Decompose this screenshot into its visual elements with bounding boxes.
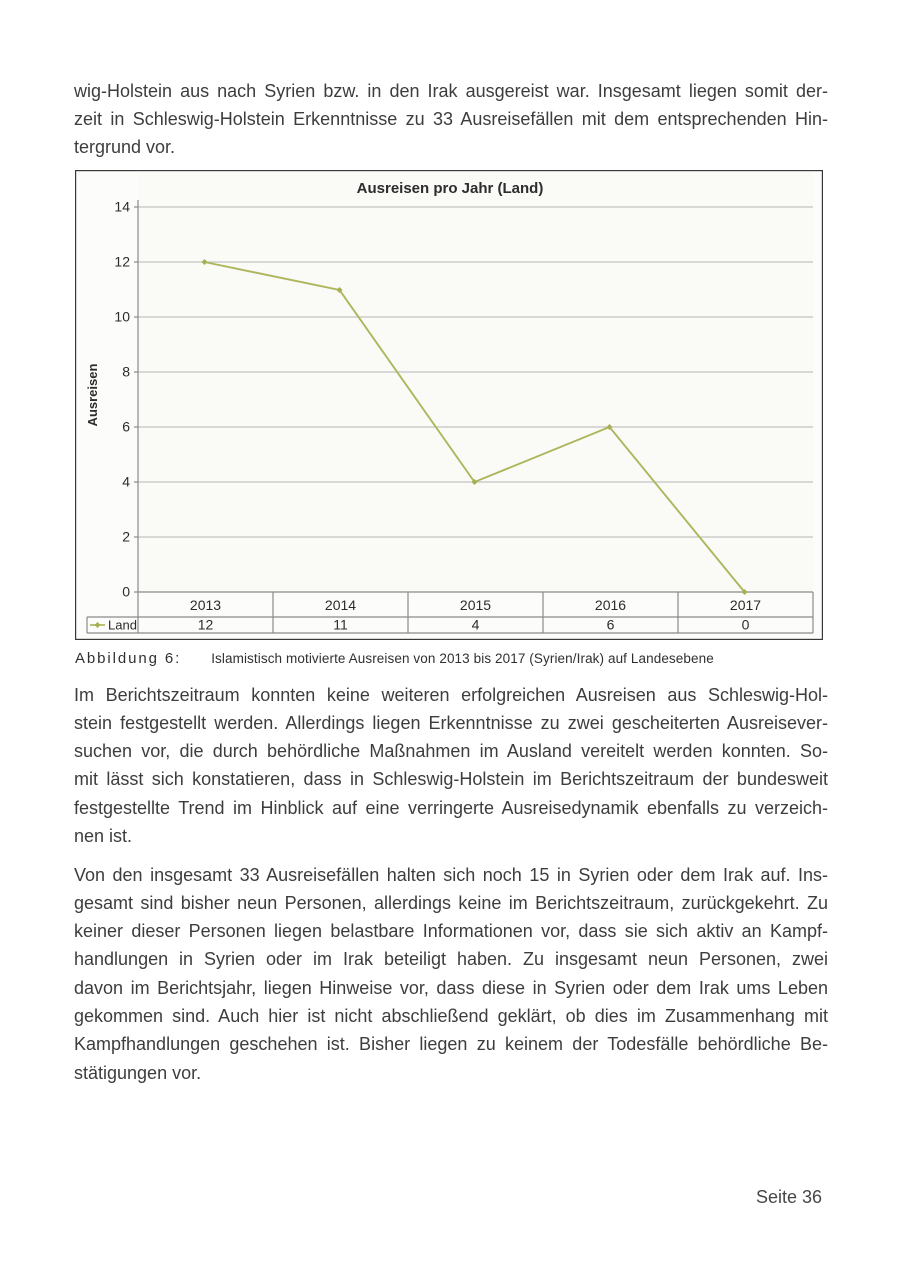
svg-text:Land: Land: [108, 618, 137, 633]
svg-text:10: 10: [114, 309, 130, 325]
svg-text:11: 11: [333, 617, 348, 633]
svg-text:0: 0: [122, 584, 130, 600]
svg-text:2014: 2014: [325, 597, 356, 613]
svg-text:4: 4: [122, 474, 130, 490]
svg-text:6: 6: [122, 419, 130, 435]
svg-text:6: 6: [607, 617, 615, 633]
svg-text:Ausreisen pro Jahr (Land): Ausreisen pro Jahr (Land): [357, 180, 544, 197]
svg-text:8: 8: [122, 364, 130, 380]
svg-text:2016: 2016: [595, 597, 626, 613]
svg-text:0: 0: [742, 617, 750, 633]
svg-text:2017: 2017: [730, 597, 761, 613]
svg-text:Ausreisen: Ausreisen: [85, 364, 100, 427]
svg-text:2013: 2013: [190, 597, 221, 613]
svg-text:14: 14: [114, 199, 130, 215]
svg-text:12: 12: [198, 617, 214, 633]
svg-text:2015: 2015: [460, 597, 491, 613]
svg-text:12: 12: [114, 254, 130, 270]
svg-text:2: 2: [122, 529, 130, 545]
svg-text:4: 4: [472, 617, 480, 633]
